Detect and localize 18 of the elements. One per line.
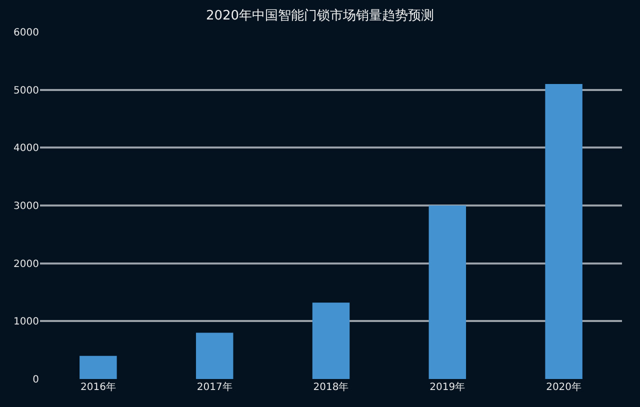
y-tick-label: 2000 [14, 258, 39, 270]
x-tick-label: 2020年 [546, 381, 582, 393]
y-tick-label: 4000 [14, 143, 39, 154]
y-tick-label: 6000 [14, 28, 39, 38]
x-tick-label: 2017年 [196, 381, 232, 393]
bar [80, 356, 117, 379]
x-tick-label: 2019年 [430, 381, 466, 393]
y-tick-label: 5000 [14, 85, 39, 96]
y-tick-label: 0 [32, 374, 39, 386]
bar [196, 332, 234, 379]
chart-title: 2020年中国智能门锁市场销量趋势预测 [206, 7, 434, 24]
bar [545, 84, 582, 379]
bar [312, 302, 350, 379]
x-tick-label: 2018年 [313, 381, 349, 393]
bar [428, 206, 466, 379]
x-tick-label: 2016年 [80, 381, 116, 393]
y-tick-label: 1000 [14, 316, 39, 328]
y-tick-label: 3000 [14, 201, 39, 212]
